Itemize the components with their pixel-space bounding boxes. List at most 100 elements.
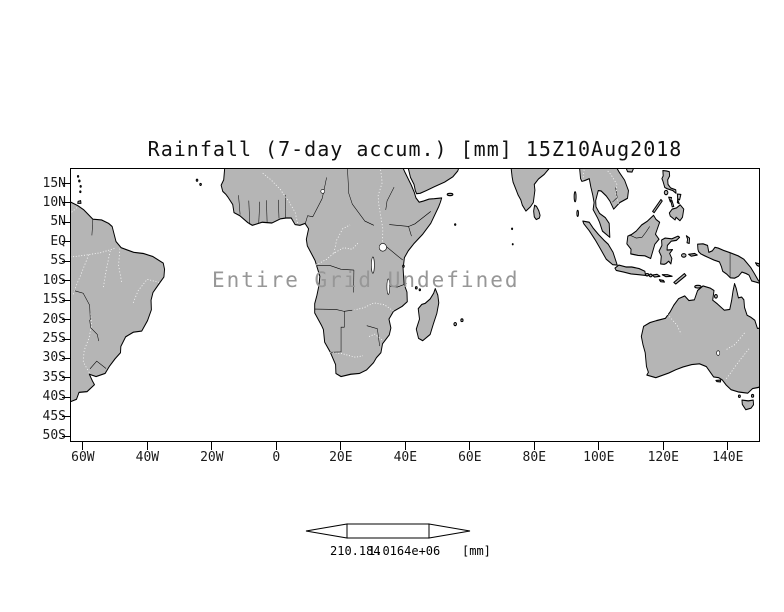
lakes [320, 189, 721, 356]
lake-malawi [386, 278, 391, 295]
lon-axis-label: 0 [272, 450, 281, 465]
lat-axis-tick [62, 435, 70, 437]
lat-axis-tick [62, 221, 70, 223]
lat-axis-label: 5N [50, 214, 66, 230]
island-flinders [750, 393, 755, 398]
island-andaman [573, 191, 577, 203]
island-palawan [652, 198, 663, 214]
island-panay [668, 196, 673, 203]
island-borneo [626, 214, 661, 260]
lon-axis-tick [340, 442, 342, 450]
lake-eyre [716, 350, 721, 356]
lon-axis-tick [727, 442, 729, 450]
island-seychelles [454, 223, 457, 226]
lon-axis-label: 140E [712, 450, 744, 465]
lon-axis-tick [662, 442, 664, 450]
lat-axis-tick [62, 299, 70, 301]
landmass-africa [220, 169, 443, 378]
colorbar-min-label: 210.184 [330, 544, 381, 558]
lat-axis-label: 15S [42, 292, 66, 308]
country-borders [73, 169, 731, 370]
lon-axis-tick [211, 442, 213, 450]
island-flores [661, 274, 673, 278]
island-new-guinea [697, 243, 759, 284]
lon-axis-label: 20E [329, 450, 353, 465]
landmass-south-america [71, 201, 166, 402]
lake-chad [320, 189, 325, 194]
lat-axis-tick [62, 260, 70, 262]
lat-axis-label: 35S [42, 369, 66, 385]
map-frame: Entire Grid Undefined [70, 168, 760, 442]
island-leyte [676, 198, 680, 205]
island-socotra [446, 192, 454, 197]
island-groote [713, 294, 718, 299]
island-sumba [658, 279, 665, 283]
lon-axis-tick [533, 442, 535, 450]
lake-victoria [378, 243, 387, 252]
lat-axis-tick [62, 202, 70, 204]
plot-title: Rainfall (7-day accum.) [mm] 15Z10Aug201… [147, 137, 683, 161]
landmass-arabia [407, 169, 459, 195]
lake-tanganyika [371, 256, 375, 274]
lat-axis-label: 30S [42, 350, 66, 366]
island-comoros-2 [418, 288, 422, 292]
island-java [614, 264, 646, 277]
island-luzon [661, 169, 677, 194]
lon-axis-label: 60W [71, 450, 95, 465]
island-sulawesi [658, 235, 681, 265]
world-map-svg [71, 169, 759, 411]
island-sumatra [582, 220, 618, 266]
lon-axis-label: 20W [200, 450, 224, 465]
lon-axis-tick [82, 442, 84, 450]
island-bali [645, 272, 650, 277]
island-negros [670, 199, 675, 208]
lesser-sunda-islands [645, 235, 698, 285]
lat-axis-label: EQ [50, 233, 66, 249]
island-sumbawa [651, 273, 661, 278]
colorbar-left-arrow [305, 523, 348, 539]
landmass-hainan [625, 169, 634, 173]
colorbar [305, 523, 471, 539]
colorbar-unit-label: [mm] [462, 544, 491, 558]
lat-axis-label: 50S [42, 428, 66, 444]
island-king [737, 394, 741, 398]
island-cape-verde-1 [199, 182, 202, 186]
island-seram [688, 252, 698, 257]
island-antilles-3 [78, 179, 81, 183]
island-new-britain [754, 262, 759, 267]
lon-axis-label: 60E [458, 450, 482, 465]
lon-axis-tick [404, 442, 406, 450]
lat-axis-label: 40S [42, 389, 66, 405]
lon-axis-label: 100E [583, 450, 615, 465]
lat-axis-label: 10S [42, 272, 66, 288]
lat-axis-tick [62, 183, 70, 185]
landmass-australia [640, 283, 759, 394]
island-kangaroo [715, 379, 722, 383]
lon-axis-tick [598, 442, 600, 450]
lat-axis-tick [62, 338, 70, 340]
island-nicobar [576, 209, 579, 218]
colorbar-cell [346, 523, 430, 539]
island-zanzibar [402, 264, 405, 268]
lat-axis-label: 45S [42, 408, 66, 424]
lat-axis-label: 20S [42, 311, 66, 327]
island-antilles-2 [79, 185, 82, 188]
lat-axis-tick [62, 280, 70, 282]
island-samar [676, 193, 682, 201]
island-tasmania [741, 399, 755, 411]
island-timor [673, 272, 687, 285]
island-maldives-2 [511, 243, 514, 246]
island-trinidad [77, 200, 82, 204]
lat-axis-tick [62, 416, 70, 418]
lon-axis-label: 40W [135, 450, 160, 465]
island-reunion [453, 321, 457, 327]
lat-axis-tick [62, 357, 70, 359]
landmass-indochina-malaya [579, 169, 629, 238]
lon-axis-label: 40E [393, 450, 418, 465]
lat-axis-tick [62, 319, 70, 321]
rivers [71, 169, 750, 380]
lat-axis-label: 15N [42, 175, 66, 191]
island-maldives-1 [511, 227, 514, 231]
landmass-india [510, 169, 550, 212]
